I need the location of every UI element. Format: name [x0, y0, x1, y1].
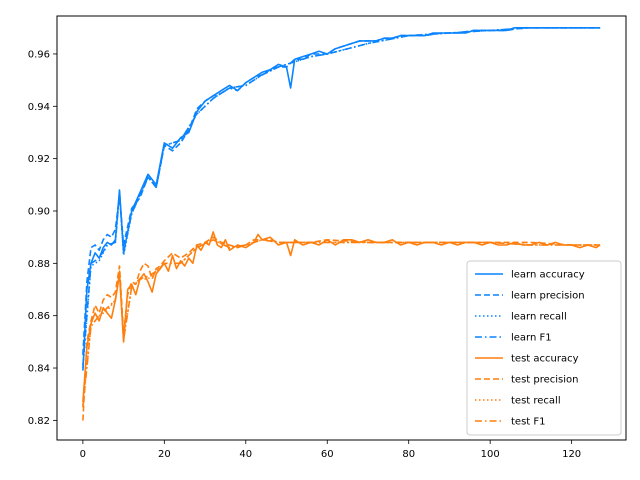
y-tick-label: 0.88: [28, 259, 50, 270]
plot-frame: [56, 15, 627, 441]
x-tick-label: 40: [239, 449, 252, 460]
x-tick-label: 100: [481, 449, 500, 460]
series-layer: [82, 26, 601, 421]
legend-label-learn-precision: learn precision: [511, 291, 585, 302]
series-line-learn-F1: [82, 26, 601, 366]
legend-label-learn-accuracy: learn accuracy: [511, 270, 585, 281]
legend-label-test-precision: test precision: [511, 375, 579, 386]
y-tick-label: 0.94: [28, 102, 50, 113]
x-tick-label: 120: [562, 449, 581, 460]
y-axis-ticks: 0.82 0.84 0.86 0.88 0.90 0.92 0.94 0.96: [28, 49, 57, 427]
x-tick-label: 20: [158, 449, 171, 460]
series-line-test-F1: [82, 239, 601, 408]
series-line-test-precision: [82, 236, 601, 421]
legend-label-test-accuracy: test accuracy: [511, 354, 579, 365]
y-tick-label: 0.96: [28, 49, 50, 60]
x-axis-ticks: 0 20 40 60 80 100 120: [80, 440, 581, 460]
legend-label-learn-recall: learn recall: [511, 312, 567, 323]
y-tick-label: 0.86: [28, 311, 50, 322]
legend-label-test-F1: test F1: [511, 417, 546, 428]
y-tick-label: 0.82: [28, 416, 50, 427]
legend-label-test-recall: test recall: [511, 396, 561, 407]
y-tick-label: 0.84: [28, 364, 50, 375]
x-tick-label: 0: [80, 449, 86, 460]
legend: learn accuracy learn precision learn recal…: [466, 260, 622, 436]
x-tick-label: 60: [321, 449, 334, 460]
x-tick-label: 80: [402, 449, 415, 460]
y-tick-label: 0.92: [28, 154, 50, 165]
legend-box: [466, 260, 622, 436]
legend-label-learn-F1: learn F1: [511, 333, 552, 344]
y-tick-label: 0.90: [28, 206, 50, 217]
